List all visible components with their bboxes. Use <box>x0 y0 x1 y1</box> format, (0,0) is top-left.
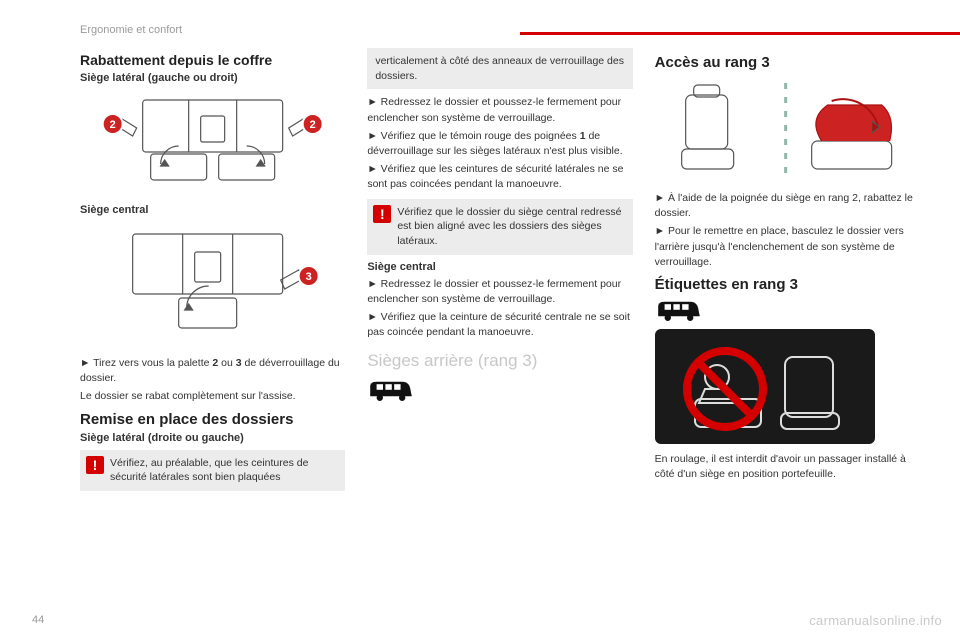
instruction-restore-row2: ► Pour le remettre en place, basculez le… <box>655 224 920 270</box>
heading-etiquettes: Étiquettes en rang 3 <box>655 276 920 293</box>
instruction-no-passenger: En roulage, il est interdit d'avoir un p… <box>655 452 920 482</box>
sub-siege-central: Siège central <box>80 204 345 216</box>
notice-belts-1: ! Vérifiez, au préalable, que les ceintu… <box>80 450 345 491</box>
van-icon <box>367 377 415 405</box>
notice1-text: Vérifiez, au préalable, que les ceinture… <box>110 457 308 484</box>
heading-rabattement: Rabattement depuis le coffre <box>80 52 345 68</box>
section-label: Ergonomie et confort <box>80 24 182 36</box>
instruction-dossier-fold: Le dossier se rabat complètement sur l'a… <box>80 389 345 404</box>
illustration-lateral-seats: 2 2 <box>80 88 345 198</box>
heading-sieges-rang3: Sièges arrière (rang 3) <box>367 351 632 371</box>
instruction-redress-1: ► Redressez le dossier et poussez-le fer… <box>367 95 632 125</box>
sub-siege-central-2: Siège central <box>367 261 632 273</box>
heading-remise: Remise en place des dossiers <box>80 411 345 428</box>
page-number: 44 <box>32 614 44 626</box>
illustration-central-seat: 3 <box>80 220 345 350</box>
header-red-bar <box>520 32 960 35</box>
instruction-pull-palette: ► Tirez vers vous la palette 2 ou 3 de d… <box>80 356 345 386</box>
illustration-access-row3 <box>655 75 920 185</box>
column-2: verticalement à côté des anneaux de verr… <box>367 48 632 610</box>
watermark: carmanualsonline.info <box>809 613 942 628</box>
column-3: Accès au rang 3 ► À l'aide de <box>655 48 920 610</box>
instruction-fold-row2: ► À l'aide de la poignée du siège en ran… <box>655 191 920 221</box>
svg-text:3: 3 <box>306 271 312 283</box>
van-icon <box>655 297 703 325</box>
notice-align: ! Vérifiez que le dossier du siège centr… <box>367 199 632 255</box>
column-1: Rabattement depuis le coffre Siège latér… <box>80 48 345 610</box>
p1-mid: ou <box>218 357 236 369</box>
warning-icon: ! <box>86 456 104 474</box>
sub-siege-lateral: Siège latéral (gauche ou droit) <box>80 72 345 84</box>
heading-acces-rang3: Accès au rang 3 <box>655 54 920 71</box>
pb-pre: ► Vérifiez que le témoin rouge des poign… <box>367 130 579 142</box>
instruction-belt-central: ► Vérifiez que la ceinture de sécurité c… <box>367 310 632 340</box>
p1-pre: ► Tirez vers vous la palette <box>80 357 212 369</box>
svg-text:2: 2 <box>310 119 316 131</box>
instruction-redress-2: ► Redressez le dossier et poussez-le fer… <box>367 277 632 307</box>
svg-text:2: 2 <box>110 119 116 131</box>
instruction-belts-not-stuck: ► Vérifiez que les ceintures de sécurité… <box>367 162 632 192</box>
prohibition-label <box>655 329 875 444</box>
warning-icon: ! <box>373 205 391 223</box>
instruction-verify-red: ► Vérifiez que le témoin rouge des poign… <box>367 129 632 159</box>
page-columns: Rabattement depuis le coffre Siège latér… <box>80 48 920 610</box>
sub-siege-lateral-2: Siège latéral (droite ou gauche) <box>80 432 345 444</box>
notice2-text: Vérifiez que le dossier du siège central… <box>397 206 621 247</box>
notice-cont: verticalement à côté des anneaux de verr… <box>367 48 632 89</box>
